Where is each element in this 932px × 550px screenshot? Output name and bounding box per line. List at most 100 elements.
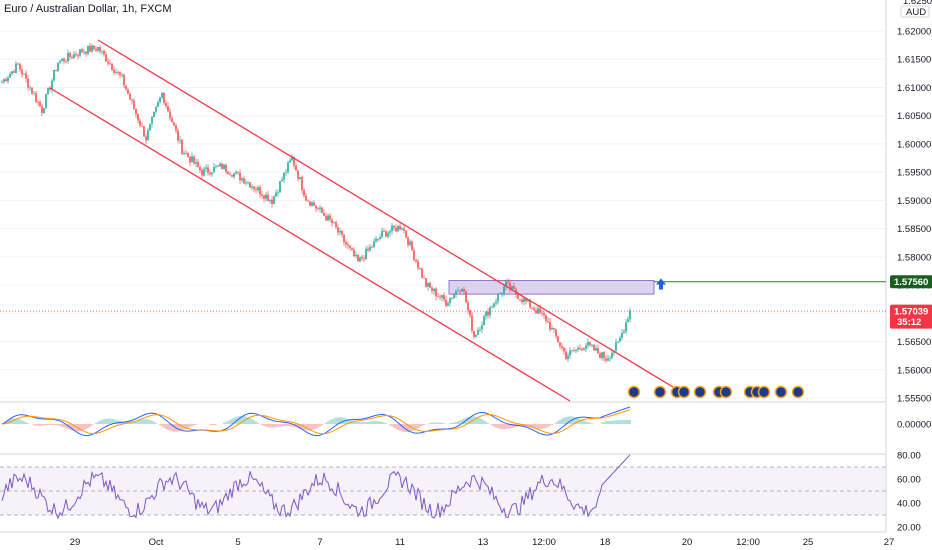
candle-body: [99, 47, 101, 52]
candle-body: [247, 182, 249, 184]
descending-channel[interactable]: [49, 39, 674, 402]
candle-body: [85, 51, 87, 54]
candle-body: [479, 329, 481, 331]
candle-body: [223, 164, 225, 169]
countdown-text: 35:12: [897, 317, 921, 328]
candle-body: [291, 156, 293, 161]
economic-events[interactable]: [627, 385, 805, 399]
candle-body: [237, 171, 239, 173]
candle-body: [301, 177, 303, 191]
candle-body: [321, 207, 323, 213]
candle-body: [551, 328, 553, 330]
candle-body: [483, 316, 485, 326]
candle-body: [531, 307, 533, 309]
candle-body: [307, 200, 309, 202]
price-tick-label: 1.59500: [897, 168, 931, 179]
candle-body: [477, 329, 479, 335]
candle-body: [619, 337, 621, 342]
price-tick-label: 1.60000: [897, 139, 931, 150]
candle-body: [343, 234, 345, 242]
candle-body: [161, 92, 163, 98]
candle-body: [345, 241, 347, 245]
candle-body: [289, 160, 291, 163]
candle-body: [395, 227, 397, 232]
candle-body: [95, 48, 97, 51]
candle-body: [255, 189, 257, 191]
candle-body: [287, 162, 289, 173]
candle-body: [505, 281, 507, 287]
candle-body: [513, 286, 515, 290]
current-price-tag: [890, 304, 932, 329]
rsi-tick-label: 40.00: [897, 499, 921, 510]
candle-body: [125, 85, 127, 90]
candle-body: [173, 122, 175, 126]
channel-upper-line: [97, 39, 674, 388]
candle-body: [437, 296, 439, 298]
event-marker-icon: [653, 385, 667, 399]
candle-body: [533, 308, 535, 311]
candle-body: [543, 312, 545, 316]
chart-grid: [0, 30, 886, 399]
candle-body: [61, 58, 63, 61]
candle-body: [397, 225, 399, 232]
candle-body: [157, 102, 159, 107]
level-price-text: 1.57560: [894, 277, 928, 288]
chart-title: Euro / Australian Dollar, 1h, FXCM: [4, 3, 172, 15]
price-axis[interactable]: 1.62500AUD 1.62000 1.61500 1.61000 1.60500 1.…: [890, 0, 932, 534]
candle-body: [105, 54, 107, 62]
candle-body: [423, 277, 425, 279]
candle-body: [89, 45, 91, 52]
candle-body: [249, 182, 251, 188]
candle-body: [495, 301, 497, 304]
candle-body: [191, 156, 193, 163]
candle-body: [181, 139, 183, 155]
candle-body: [129, 93, 131, 100]
candle-body: [331, 219, 333, 223]
price-tick-label: 1.58500: [897, 224, 931, 235]
candle-body: [37, 101, 39, 103]
rsi-line: [1, 454, 631, 520]
candle-body: [63, 58, 65, 62]
signal-line: [1, 409, 631, 435]
candle-body: [517, 294, 519, 299]
candle-body: [149, 123, 151, 131]
candle-body: [205, 167, 207, 169]
event-marker-icon: [791, 385, 805, 399]
candle-body: [573, 350, 575, 351]
candle-body: [575, 349, 577, 351]
candle-body: [339, 230, 341, 233]
candle-body: [547, 320, 549, 322]
candle-body: [337, 227, 339, 233]
candle-body: [17, 63, 19, 65]
candle-body: [41, 106, 43, 113]
candle-body: [169, 111, 171, 119]
candle-body: [601, 352, 603, 358]
candle-body: [411, 241, 413, 251]
candle-body: [519, 298, 521, 300]
candle-body: [557, 336, 559, 343]
candle-body: [525, 298, 527, 302]
candle-body: [627, 319, 629, 323]
candle-body: [419, 268, 421, 269]
price-tick-label: 1.61500: [897, 55, 931, 66]
candle-body: [399, 225, 401, 230]
candle-body: [207, 167, 209, 173]
candle-body: [215, 166, 217, 168]
candle-body: [529, 299, 531, 308]
candle-body: [425, 277, 427, 287]
candle-body: [357, 255, 359, 262]
candle-body: [113, 69, 115, 73]
candle-body: [443, 295, 445, 300]
price-tick-label: 1.61000: [897, 83, 931, 94]
time-axis[interactable]: 29 Oct 5 7 11 13 12:00 18 20 12:00 25 27: [70, 537, 895, 548]
candle-body: [347, 244, 349, 246]
candle-body: [115, 72, 117, 73]
candle-body: [441, 295, 443, 298]
candle-body: [405, 230, 407, 238]
candle-body: [239, 172, 241, 181]
candle-body: [359, 257, 361, 262]
candle-body: [283, 172, 285, 180]
resistance-zone[interactable]: [448, 278, 886, 295]
candle-body: [33, 93, 35, 95]
